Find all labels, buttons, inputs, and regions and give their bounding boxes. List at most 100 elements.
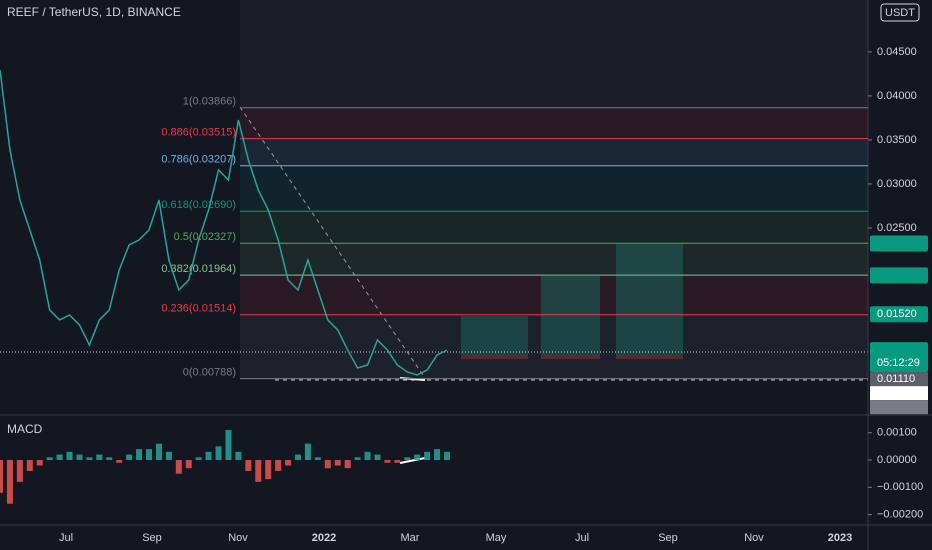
x-tick-label: Nov bbox=[228, 532, 248, 544]
price-tag bbox=[870, 235, 928, 252]
divergence-line bbox=[399, 457, 426, 464]
macd-bar bbox=[116, 460, 123, 463]
x-tick-label: May bbox=[486, 532, 507, 544]
symbol-title: REEF / TetherUS, 1D, BINANCE bbox=[7, 5, 181, 19]
x-tick-label: 2023 bbox=[828, 532, 852, 544]
macd-bar bbox=[424, 451, 431, 461]
macd-bar bbox=[255, 460, 262, 482]
macd-bar bbox=[414, 454, 421, 461]
macd-bar bbox=[205, 451, 212, 461]
macd-bar bbox=[404, 457, 411, 461]
x-tick-label: Sep bbox=[658, 532, 678, 544]
price-tag bbox=[870, 372, 928, 387]
macd-bar bbox=[225, 430, 232, 461]
price-tag bbox=[870, 400, 928, 415]
macd-bar bbox=[146, 449, 152, 461]
y-tick-label: 0.04500 bbox=[877, 46, 917, 58]
macd-bar bbox=[86, 457, 93, 461]
macd-bar bbox=[66, 451, 73, 461]
x-tick-label: Nov bbox=[744, 532, 764, 544]
macd-bar bbox=[245, 460, 252, 471]
price-tag bbox=[870, 342, 928, 373]
macd-bar bbox=[46, 457, 53, 461]
macd-bar bbox=[324, 460, 331, 469]
macd-bar bbox=[26, 460, 33, 471]
fib-label: 0.5(0.02327) bbox=[174, 231, 236, 243]
y-tick-label: −0.00200 bbox=[877, 509, 923, 521]
macd-bar bbox=[106, 457, 113, 461]
fib-zone bbox=[240, 107, 868, 139]
y-tick-label: 0.04000 bbox=[877, 90, 917, 102]
macd-bar bbox=[334, 460, 341, 466]
macd-bar bbox=[344, 460, 351, 469]
position-stop bbox=[541, 355, 600, 359]
macd-bar bbox=[275, 460, 282, 471]
macd-bar bbox=[295, 454, 301, 461]
macd-bar bbox=[444, 451, 450, 461]
fib-label: 0.618(0.02690) bbox=[161, 199, 236, 211]
macd-bar bbox=[195, 457, 202, 461]
fib-zone bbox=[240, 211, 868, 244]
macd-bar bbox=[76, 454, 83, 461]
macd-bar bbox=[215, 446, 222, 461]
price-tag bbox=[870, 306, 928, 323]
fib-label: 0.236(0.01514) bbox=[161, 303, 236, 315]
position-stop bbox=[461, 355, 528, 359]
fib-label: 0.382(0.01964) bbox=[161, 263, 236, 275]
y-tick-label: 0.00000 bbox=[877, 454, 917, 466]
x-tick-label: Jul bbox=[59, 532, 73, 544]
macd-bar bbox=[0, 460, 3, 493]
macd-bar bbox=[354, 457, 361, 461]
fib-label: 0.786(0.03207) bbox=[161, 154, 236, 166]
price-tag-label: 0.01520 bbox=[877, 308, 917, 320]
x-tick-label: Mar bbox=[401, 532, 420, 544]
fib-zone bbox=[240, 243, 868, 276]
macd-bar bbox=[165, 451, 172, 461]
macd-bar bbox=[314, 457, 321, 461]
price-tag-label: 0.01110 bbox=[877, 373, 915, 385]
x-tick-label: 2022 bbox=[312, 532, 336, 544]
fib-zone bbox=[240, 165, 868, 212]
position-box bbox=[541, 276, 600, 355]
y-tick-label: 0.03500 bbox=[877, 134, 917, 146]
x-tick-label: Jul bbox=[575, 532, 589, 544]
fib-top-zone bbox=[240, 0, 868, 107]
macd-bar bbox=[374, 454, 381, 461]
macd-bar bbox=[384, 460, 391, 463]
y-tick-label: 0.02500 bbox=[877, 222, 917, 234]
macd-bar bbox=[175, 460, 182, 474]
price-tag bbox=[870, 267, 928, 284]
macd-bar bbox=[394, 460, 401, 463]
fib-zone bbox=[240, 138, 868, 166]
macd-bar bbox=[96, 454, 103, 461]
macd-bar bbox=[265, 460, 272, 480]
y-tick-label: 0.03000 bbox=[877, 178, 917, 190]
currency-button[interactable] bbox=[880, 3, 920, 22]
macd-bar bbox=[235, 451, 242, 461]
x-tick-label: Sep bbox=[142, 532, 162, 544]
macd-bar bbox=[6, 460, 13, 504]
position-box bbox=[616, 244, 683, 355]
price-tag bbox=[870, 386, 928, 401]
macd-bar bbox=[434, 449, 441, 461]
fib-label: 0.886(0.03515) bbox=[161, 127, 236, 139]
macd-bar bbox=[16, 460, 23, 482]
macd-bar bbox=[185, 460, 192, 469]
macd-bar bbox=[155, 443, 162, 461]
macd-bar bbox=[304, 443, 311, 461]
countdown: 05:12:29 bbox=[877, 357, 920, 369]
macd-bar bbox=[36, 460, 43, 466]
macd-bar bbox=[126, 454, 133, 461]
currency-label[interactable]: USDT bbox=[885, 7, 915, 19]
position-box bbox=[461, 316, 528, 355]
macd-bar bbox=[56, 454, 63, 461]
macd-bar bbox=[285, 460, 292, 466]
macd-bar bbox=[136, 449, 143, 461]
fib-trend-line bbox=[239, 106, 426, 379]
macd-bar bbox=[364, 451, 371, 461]
fib-label: 0(0.00788) bbox=[183, 367, 236, 379]
y-tick-label: −0.00100 bbox=[877, 481, 923, 493]
fib-label: 1(0.03866) bbox=[183, 96, 236, 108]
macd-title: MACD bbox=[7, 422, 43, 436]
